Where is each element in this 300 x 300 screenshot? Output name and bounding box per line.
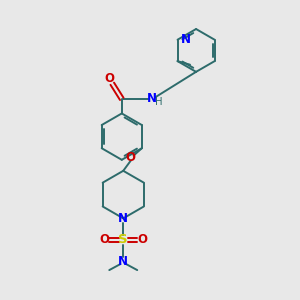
Text: O: O <box>104 72 114 85</box>
Text: N: N <box>118 212 128 225</box>
Text: H: H <box>155 98 163 107</box>
Text: S: S <box>118 233 128 246</box>
Text: N: N <box>118 255 128 268</box>
Text: N: N <box>146 92 157 105</box>
Text: O: O <box>125 151 136 164</box>
Text: O: O <box>138 233 148 246</box>
Text: O: O <box>99 233 109 246</box>
Text: N: N <box>181 33 191 46</box>
